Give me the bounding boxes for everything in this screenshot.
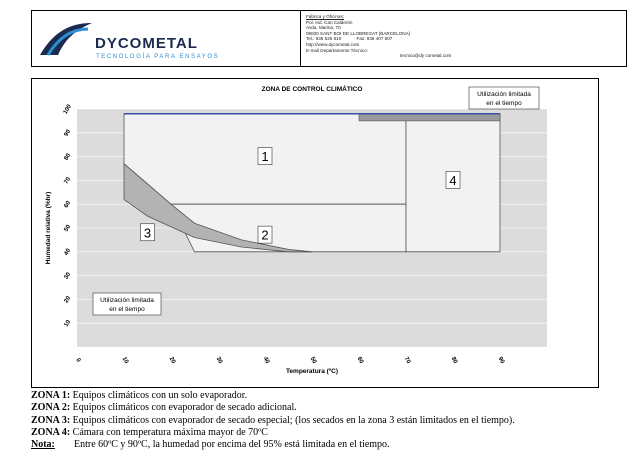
limited-use-strip bbox=[358, 113, 501, 122]
chart-frame: 1 2 3 4 Utilización limitada en el tiempo Util… bbox=[31, 78, 599, 388]
annotation-text: Utilización limitada bbox=[477, 91, 531, 98]
x-axis-label: Temperatura (ºC) bbox=[286, 368, 338, 375]
contact-block: Fábrica y Oficinas: Pol. Ind. Can Calder… bbox=[306, 14, 621, 58]
y-tick-label: 70 bbox=[64, 176, 73, 185]
brand-tagline: TECNOLOGÍA PARA ENSAYOS bbox=[96, 54, 220, 60]
x-tick-label: 70 bbox=[403, 356, 412, 365]
zone-2-label-box bbox=[257, 225, 273, 244]
chart-title: ZONA DE CONTROL CLIMÁTICO bbox=[262, 84, 363, 93]
zone-legend: ZONA 1: Equipos climáticos con un solo e… bbox=[31, 390, 631, 451]
y-tick-label: 90 bbox=[64, 128, 73, 137]
zone-3-label: 3 bbox=[144, 225, 151, 240]
y-tick-label: 10 bbox=[64, 319, 73, 328]
x-tick-label: 80 bbox=[450, 356, 459, 365]
y-tick-label: 40 bbox=[64, 247, 73, 256]
annotation-box bbox=[92, 292, 162, 316]
letterhead: DYCOMETAL TECNOLOGÍA PARA ENSAYOS Fábric… bbox=[31, 10, 627, 67]
brand-name: DYCOMETAL bbox=[95, 35, 198, 52]
x-tick-label: 60 bbox=[356, 356, 365, 365]
zone-3-label-box bbox=[140, 223, 155, 242]
annotation-text: Utilización limitada bbox=[100, 297, 154, 304]
zone-3-area bbox=[123, 162, 313, 253]
legend-zone-2: ZONA 2: Equipos climáticos con evaporado… bbox=[31, 402, 297, 414]
contact-line: Tel.: 936 526 610 Fax: 936 407 607 bbox=[306, 36, 393, 42]
contact-line: http://www.dycometal.com bbox=[306, 41, 360, 47]
zone-4-label-box bbox=[445, 171, 461, 189]
y-tick-label: 100 bbox=[63, 103, 74, 115]
zone-4-label: 4 bbox=[449, 173, 456, 188]
logo-box: DYCOMETAL TECNOLOGÍA PARA ENSAYOS bbox=[32, 11, 301, 66]
annotation-text: en el tiempo bbox=[486, 100, 522, 107]
x-tick-label: 10 bbox=[121, 356, 130, 365]
contact-line: Avda. Marina, 70 bbox=[306, 25, 341, 31]
zone-1-label-box bbox=[257, 147, 273, 165]
climate-zone-chart: 1 2 3 4 Utilización limitada en el tiempo Util… bbox=[45, 84, 547, 375]
x-tick-label: 90 bbox=[497, 356, 506, 365]
contact-email[interactable]: tecnico@dy cometal.com bbox=[400, 53, 452, 58]
y-tick-label: 20 bbox=[64, 295, 73, 304]
x-tick-label: 0 bbox=[74, 358, 81, 364]
y-tick-label: 30 bbox=[64, 271, 73, 280]
x-tick-label: 30 bbox=[215, 356, 224, 365]
y-axis-label: Humedad relativa (%hr) bbox=[45, 192, 52, 265]
annotation-text: en el tiempo bbox=[109, 306, 145, 313]
legend-note: Nota: Entre 60ºC y 90ºC, la humedad por e… bbox=[31, 439, 390, 451]
x-tick-label: 40 bbox=[262, 356, 271, 365]
legend-zone-3: ZONA 3: Equipos climáticos con evaporado… bbox=[31, 414, 515, 426]
contact-line: 08830 SANT BOI DE LLOBREGAT (BARCELONA) bbox=[306, 30, 411, 36]
zone-1-label: 1 bbox=[261, 149, 268, 164]
annotation-box bbox=[468, 86, 540, 110]
contact-line: E-mail Departamento Técnico: bbox=[306, 47, 368, 53]
y-tick-label: 60 bbox=[64, 200, 73, 209]
legend-zone-4: ZONA 4: Cámara con temperatura máxima ma… bbox=[31, 426, 268, 438]
y-tick-label: 50 bbox=[64, 224, 73, 233]
x-tick-label: 20 bbox=[168, 356, 177, 365]
y-tick-label: 80 bbox=[64, 152, 73, 161]
legend-zone-1: ZONA 1: Equipos climáticos con un solo e… bbox=[31, 390, 248, 401]
contact-line: Fábrica y Oficinas: bbox=[306, 14, 345, 19]
zone-2-label: 2 bbox=[261, 228, 268, 243]
dycometal-logo-icon bbox=[40, 23, 92, 56]
contact-line: Pol. Ind. Can Calderón bbox=[306, 19, 353, 25]
x-tick-label: 50 bbox=[309, 356, 318, 365]
